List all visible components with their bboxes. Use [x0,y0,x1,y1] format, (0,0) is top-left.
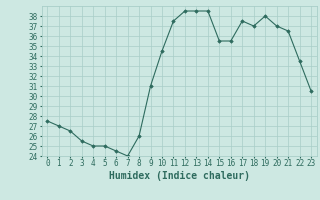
X-axis label: Humidex (Indice chaleur): Humidex (Indice chaleur) [109,171,250,181]
